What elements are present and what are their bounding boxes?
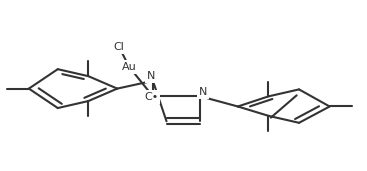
Text: N: N [147, 71, 155, 82]
Text: N: N [199, 87, 207, 97]
Text: C•: C• [144, 92, 158, 102]
Text: Au: Au [122, 62, 137, 72]
Text: Cl: Cl [113, 42, 124, 52]
